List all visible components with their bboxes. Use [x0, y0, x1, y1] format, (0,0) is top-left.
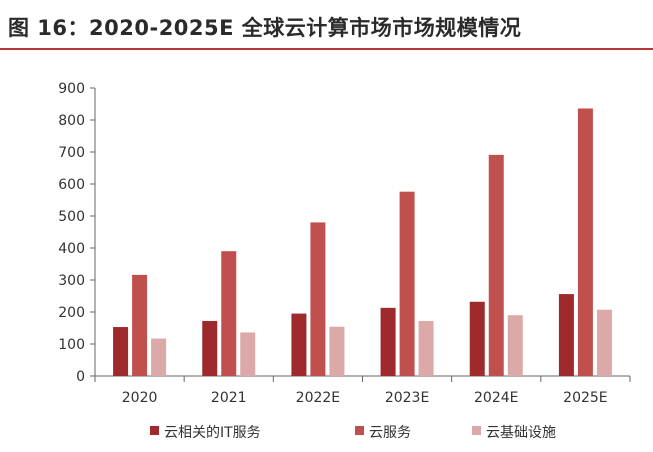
legend-swatch — [150, 426, 159, 435]
bar — [577, 108, 593, 376]
y-tick-label: 200 — [58, 305, 85, 321]
legend-label: 云相关的IT服务 — [164, 425, 261, 441]
y-tick-label: 100 — [58, 337, 85, 353]
y-axis: 0 100 200 300 400 500 600 700 800 900 — [58, 81, 96, 385]
bar — [310, 222, 326, 376]
y-tick-label: 900 — [58, 81, 85, 97]
bar — [469, 301, 485, 376]
bar — [380, 307, 396, 376]
y-tick-label: 0 — [76, 369, 85, 385]
bars — [113, 108, 612, 376]
x-tick-label: 2025E — [563, 390, 607, 406]
bar — [507, 315, 523, 376]
y-tick-label: 300 — [58, 273, 85, 289]
bar — [488, 154, 504, 376]
x-tick-label: 2024E — [474, 390, 518, 406]
bar — [113, 327, 129, 376]
bar — [221, 251, 237, 376]
x-tick-label: 2020 — [122, 390, 158, 406]
x-axis: 2020 2021 2022E 2023E 2024E 2025E — [94, 375, 631, 406]
y-tick-label: 700 — [58, 145, 85, 161]
y-tick-label: 500 — [58, 209, 85, 225]
bar — [558, 294, 574, 376]
legend-swatch — [355, 426, 364, 435]
bar — [291, 313, 307, 376]
chart-title: 图 16：2020-2025E 全球云计算市场市场规模情况 — [8, 16, 522, 40]
y-tick-label: 600 — [58, 177, 85, 193]
legend-label: 云基础设施 — [486, 424, 556, 441]
bar — [418, 320, 434, 376]
y-tick-label: 400 — [58, 241, 85, 257]
bar — [132, 274, 148, 376]
bar — [202, 320, 218, 376]
bar — [151, 338, 167, 376]
bar — [399, 191, 415, 376]
bar — [329, 326, 345, 376]
legend-swatch — [472, 426, 481, 435]
bar — [596, 309, 612, 376]
x-tick-label: 2021 — [211, 390, 247, 406]
legend: 云相关的IT服务 云服务 云基础设施 — [150, 424, 556, 441]
x-tick-label: 2022E — [296, 390, 340, 406]
title-divider — [0, 48, 653, 50]
bar — [240, 332, 256, 376]
legend-label: 云服务 — [369, 425, 411, 441]
y-tick-label: 800 — [58, 113, 85, 129]
x-tick-label: 2023E — [385, 390, 429, 406]
